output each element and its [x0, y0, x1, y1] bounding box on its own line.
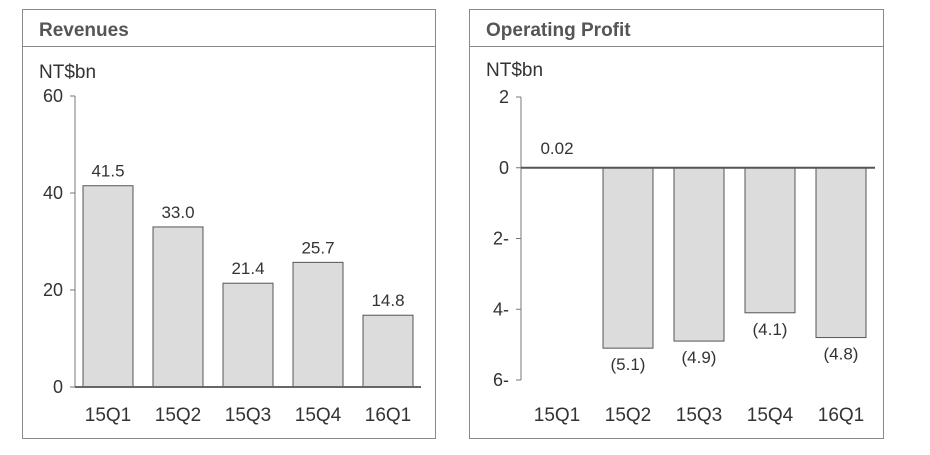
bar: [222, 282, 274, 388]
x-tick-label: 15Q1: [85, 405, 131, 426]
y-axis-label: NT$bn: [486, 60, 543, 81]
y-tick-label: 2-: [493, 229, 509, 249]
data-label: 0.02: [540, 139, 573, 158]
data-label: 41.5: [91, 162, 124, 181]
data-label: (4.9): [682, 348, 717, 367]
operating-profit-chart-title: Operating Profit: [486, 20, 631, 41]
y-tick-label: 2: [499, 87, 509, 107]
x-tick-label: 15Q2: [605, 405, 651, 426]
data-label: 33.0: [161, 203, 194, 222]
revenues-panel-header: Revenues: [23, 10, 435, 47]
x-tick-label: 15Q4: [295, 405, 342, 426]
bar: [82, 185, 134, 388]
y-tick-label: 20: [43, 280, 63, 300]
bar: [815, 167, 867, 339]
y-tick-label: 60: [43, 86, 63, 106]
x-tick-label: 15Q4: [747, 405, 794, 426]
bar: [362, 314, 414, 388]
bar: [673, 167, 725, 342]
x-tick-label: 16Q1: [365, 405, 411, 426]
bar: [744, 167, 796, 314]
data-label: 25.7: [301, 238, 334, 257]
operating-profit-panel-header: Operating Profit: [470, 10, 883, 47]
operating-profit-chart: NT$bn 2 0 2- 4- 6- 0.02 15Q1 (5.1) 15Q2 (4.9) 15Q3 (…: [486, 60, 875, 426]
revenues-panel: Revenues NT$bn 0 20 40 60 41.5 15Q1 33.0 15Q2 21.…: [22, 9, 436, 439]
x-tick-label: 15Q3: [225, 405, 271, 426]
revenues-chart: NT$bn 0 20 40 60 41.5 15Q1 33.0 15Q2 21.4 15Q3 25.7…: [39, 62, 421, 426]
data-label: 21.4: [231, 259, 264, 278]
y-tick-label: 6-: [493, 370, 509, 390]
y-tick-label: 40: [43, 183, 63, 203]
x-tick-label: 16Q1: [818, 405, 864, 426]
y-tick-label: 0: [499, 158, 509, 178]
operating-profit-panel: Operating Profit NT$bn 2 0 2- 4- 6- 0.02 15Q1 (5…: [469, 9, 884, 439]
y-tick-label: 0: [53, 377, 63, 397]
x-tick-label: 15Q1: [534, 405, 580, 426]
data-label: (5.1): [611, 355, 646, 374]
x-tick-label: 15Q2: [155, 405, 201, 426]
data-label: (4.1): [753, 320, 788, 339]
bar: [602, 167, 654, 349]
data-label: (4.8): [824, 345, 859, 364]
y-tick-label: 4-: [493, 299, 509, 319]
bar: [152, 226, 204, 388]
y-axis-label: NT$bn: [39, 62, 96, 83]
x-tick-label: 15Q3: [676, 405, 722, 426]
revenues-chart-title: Revenues: [39, 20, 129, 41]
data-label: 14.8: [371, 291, 404, 310]
bar: [292, 261, 344, 388]
